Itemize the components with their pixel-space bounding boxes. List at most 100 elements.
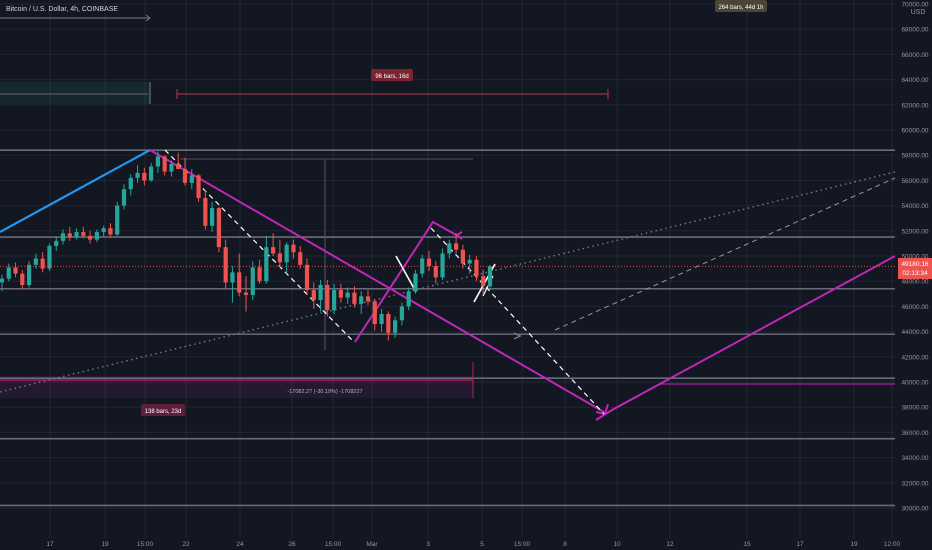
candle-body	[426, 258, 432, 267]
candle-body	[311, 290, 316, 301]
x-tick-label: 26	[288, 541, 296, 548]
candle-body	[0, 278, 5, 283]
x-tick-label: 19	[850, 541, 858, 548]
candle-body	[203, 198, 208, 226]
candle-body	[379, 313, 384, 325]
candle-body	[74, 232, 79, 238]
range-label-bottom-text: 138 bars, 23d	[145, 409, 182, 415]
y-tick-label: 58000.00	[901, 153, 928, 160]
candle-body	[447, 243, 452, 254]
drawings	[0, 14, 896, 421]
candle-body	[40, 258, 45, 269]
x-tick-label: 15:00	[137, 541, 154, 548]
candle-body	[94, 232, 99, 240]
candle-body	[474, 259, 479, 277]
candle-body	[142, 172, 147, 181]
y-tick-label: 68000.00	[901, 27, 928, 34]
candle-body	[454, 243, 459, 250]
candle-body	[20, 273, 25, 285]
top-arrow-head	[145, 14, 151, 22]
candle-body	[60, 233, 66, 241]
y-tick-label: 32000.00	[901, 480, 928, 487]
range-label-bottom: 138 bars, 23d	[141, 404, 185, 416]
y-tick-label: 62000.00	[901, 102, 928, 109]
measure-box	[0, 376, 473, 398]
y-tick-label: 64000.00	[901, 77, 928, 84]
candle-body	[318, 284, 323, 301]
magenta-small-arrow	[455, 231, 463, 240]
candle-body	[33, 258, 38, 265]
candle-body	[440, 253, 445, 278]
candle-body	[332, 290, 337, 311]
white-dashed-2	[430, 227, 605, 415]
candle-body	[365, 296, 371, 302]
candle-body	[243, 292, 249, 296]
candle-body	[47, 245, 52, 269]
candle-body	[386, 313, 391, 333]
grid	[0, 0, 895, 538]
current-price-value: 49180.16	[901, 261, 928, 268]
candle-body	[101, 228, 106, 233]
candle-body	[393, 320, 398, 333]
candle-body	[223, 247, 228, 283]
range-label-middle: 96 bars, 16d	[371, 69, 413, 81]
candle-body	[372, 301, 377, 325]
magenta-arrow-head	[595, 403, 609, 416]
x-tick-label: 17	[46, 541, 54, 548]
candle-body	[487, 266, 493, 287]
candle-body	[481, 276, 486, 287]
x-tick-label: 15:00	[514, 541, 531, 548]
candle-body	[420, 258, 425, 274]
currency-label: USD	[911, 9, 926, 16]
candle-body	[264, 247, 269, 282]
candle-body	[149, 166, 154, 181]
x-tick-label: 22	[182, 541, 190, 548]
candles	[0, 151, 895, 341]
blue-uptrend	[0, 149, 151, 233]
candle-body	[277, 253, 282, 263]
candle-body	[460, 249, 465, 264]
candle-body	[13, 267, 18, 274]
candle-body	[359, 296, 364, 304]
x-tick-label: 12	[666, 541, 674, 548]
candle-body	[189, 175, 194, 183]
symbol-title: Bitcoin / U.S. Dollar, 4h, COINBASE	[6, 6, 118, 13]
range-label-top-right-text: 264 bars, 44d 1h	[718, 5, 763, 11]
x-tick-label: 10	[613, 541, 621, 548]
x-tick-label: 19	[101, 541, 109, 548]
x-tick-label: 8	[563, 541, 567, 548]
y-tick-label: 46000.00	[901, 304, 928, 311]
candle-body	[284, 244, 289, 263]
y-tick-label: 56000.00	[901, 178, 928, 185]
x-tick-label: 15:00	[325, 541, 342, 548]
time-axis[interactable]: 17 19 15:00 22 24 26 15:00 Mar 3 5 15:00 8 10 12 15 17 1…	[46, 541, 900, 548]
y-tick-label: 52000.00	[901, 228, 928, 235]
candle-body	[135, 172, 140, 178]
candle-body	[304, 264, 310, 291]
y-tick-label: 34000.00	[901, 455, 928, 462]
candle-body	[338, 290, 343, 298]
candle-body	[291, 244, 296, 253]
candle-body	[67, 233, 72, 238]
y-tick-label: 30000.00	[901, 506, 928, 513]
range-box-green	[0, 82, 150, 104]
candle-body	[176, 164, 181, 170]
range-label-middle-text: 96 bars, 16d	[375, 74, 408, 80]
x-tick-label: 5	[480, 541, 484, 548]
y-tick-label: 48000.00	[901, 279, 928, 286]
candle-body	[128, 177, 133, 190]
candle-body	[325, 284, 330, 311]
x-tick-label: 17	[796, 541, 804, 548]
magenta-downtrend	[149, 149, 605, 413]
y-tick-label: 50000.00	[901, 254, 928, 261]
y-tick-label: 36000.00	[901, 430, 928, 437]
candle-body	[399, 306, 404, 321]
price-axis[interactable]: 30000.00 32000.00 34000.00 36000.00 38000.00…	[901, 2, 928, 513]
y-tick-label: 44000.00	[901, 329, 928, 336]
candle-body	[250, 267, 255, 296]
candle-body	[433, 266, 438, 278]
candle-body	[162, 156, 167, 172]
dotted-trendline	[0, 171, 896, 393]
